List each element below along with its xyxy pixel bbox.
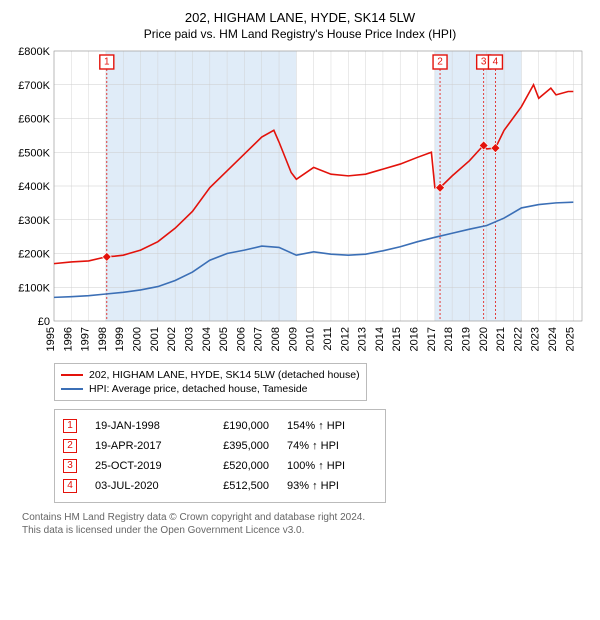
transaction-price: £520,000 [199, 456, 269, 476]
legend-row: HPI: Average price, detached house, Tame… [61, 382, 360, 396]
legend-label: HPI: Average price, detached house, Tame… [89, 382, 308, 396]
footer-line-1: Contains HM Land Registry data © Crown c… [22, 511, 590, 524]
legend-label: 202, HIGHAM LANE, HYDE, SK14 5LW (detach… [89, 368, 360, 382]
transaction-delta: 154% ↑ HPI [287, 416, 377, 436]
marker-number: 4 [493, 57, 499, 68]
x-tick-label: 2022 [512, 327, 524, 351]
transaction-row: 2 19-APR-2017 £395,000 74% ↑ HPI [63, 436, 377, 456]
transaction-date: 19-JAN-1998 [95, 416, 181, 436]
y-tick-label: £200K [18, 249, 50, 261]
transaction-date: 19-APR-2017 [95, 436, 181, 456]
legend-row: 202, HIGHAM LANE, HYDE, SK14 5LW (detach… [61, 368, 360, 382]
x-tick-label: 1999 [114, 327, 126, 351]
transaction-delta: 100% ↑ HPI [287, 456, 377, 476]
x-tick-label: 2018 [443, 327, 455, 351]
x-tick-label: 2025 [564, 327, 576, 351]
x-tick-label: 2000 [132, 327, 144, 351]
transaction-delta: 74% ↑ HPI [287, 436, 377, 456]
footer: Contains HM Land Registry data © Crown c… [22, 511, 590, 537]
x-tick-label: 2008 [270, 327, 282, 351]
transaction-price: £190,000 [199, 416, 269, 436]
x-tick-label: 2024 [547, 327, 559, 351]
y-tick-label: £800K [18, 47, 50, 58]
marker-number: 2 [437, 57, 443, 68]
footer-line-2: This data is licensed under the Open Gov… [22, 524, 590, 537]
x-tick-label: 1995 [45, 327, 57, 351]
x-tick-label: 2006 [235, 327, 247, 351]
legend-swatch [61, 388, 83, 390]
chart: £0 £100K £200K £300K £400K £500K £600K £700K £80… [10, 47, 590, 357]
x-tick-label: 2004 [201, 327, 213, 351]
y-tick-label: £0 [38, 316, 50, 328]
transaction-badge: 2 [63, 439, 77, 453]
transaction-badge: 1 [63, 419, 77, 433]
x-tick-label: 2002 [166, 327, 178, 351]
transaction-badge: 3 [63, 459, 77, 473]
x-tick-label: 1996 [62, 327, 74, 351]
x-tick-label: 2017 [426, 327, 438, 351]
page-title: 202, HIGHAM LANE, HYDE, SK14 5LW [10, 10, 590, 25]
x-tick-label: 2001 [149, 327, 161, 351]
y-tick-label: £600K [18, 114, 50, 126]
x-tick-label: 2005 [218, 327, 230, 351]
x-tick-label: 2023 [530, 327, 542, 351]
x-tick-label: 2011 [322, 327, 334, 351]
x-tick-label: 1997 [80, 327, 92, 351]
x-tick-label: 2012 [339, 327, 351, 351]
y-tick-label: £300K [18, 215, 50, 227]
y-tick-label: £700K [18, 80, 50, 92]
chart-svg: £0 £100K £200K £300K £400K £500K £600K £700K £80… [10, 47, 590, 357]
y-tick-label: £100K [18, 282, 50, 294]
transactions-table: 1 19-JAN-1998 £190,000 154% ↑ HPI 2 19-APR-20… [54, 409, 386, 503]
x-tick-label: 2010 [305, 327, 317, 351]
transaction-date: 03-JUL-2020 [95, 476, 181, 496]
legend: 202, HIGHAM LANE, HYDE, SK14 5LW (detach… [54, 363, 367, 401]
x-tick-label: 2019 [460, 327, 472, 351]
x-tick-label: 2016 [409, 327, 421, 351]
y-tick-label: £400K [18, 181, 50, 193]
legend-swatch [61, 374, 83, 376]
transaction-row: 3 25-OCT-2019 £520,000 100% ↑ HPI [63, 456, 377, 476]
transaction-delta: 93% ↑ HPI [287, 476, 377, 496]
x-tick-label: 2013 [357, 327, 369, 351]
x-tick-label: 2007 [253, 327, 265, 351]
page-subtitle: Price paid vs. HM Land Registry's House … [10, 27, 590, 41]
transaction-badge: 4 [63, 479, 77, 493]
transaction-row: 4 03-JUL-2020 £512,500 93% ↑ HPI [63, 476, 377, 496]
x-tick-label: 1998 [97, 327, 109, 351]
y-tick-label: £500K [18, 147, 50, 159]
transaction-date: 25-OCT-2019 [95, 456, 181, 476]
x-tick-label: 2014 [374, 327, 386, 351]
x-tick-label: 2003 [183, 327, 195, 351]
transaction-price: £395,000 [199, 436, 269, 456]
transaction-row: 1 19-JAN-1998 £190,000 154% ↑ HPI [63, 416, 377, 436]
x-tick-label: 2021 [495, 327, 507, 351]
marker-number: 1 [104, 57, 110, 68]
x-tick-label: 2020 [478, 327, 490, 351]
x-tick-label: 2009 [287, 327, 299, 351]
transaction-price: £512,500 [199, 476, 269, 496]
marker-number: 3 [481, 57, 487, 68]
x-tick-label: 2015 [391, 327, 403, 351]
